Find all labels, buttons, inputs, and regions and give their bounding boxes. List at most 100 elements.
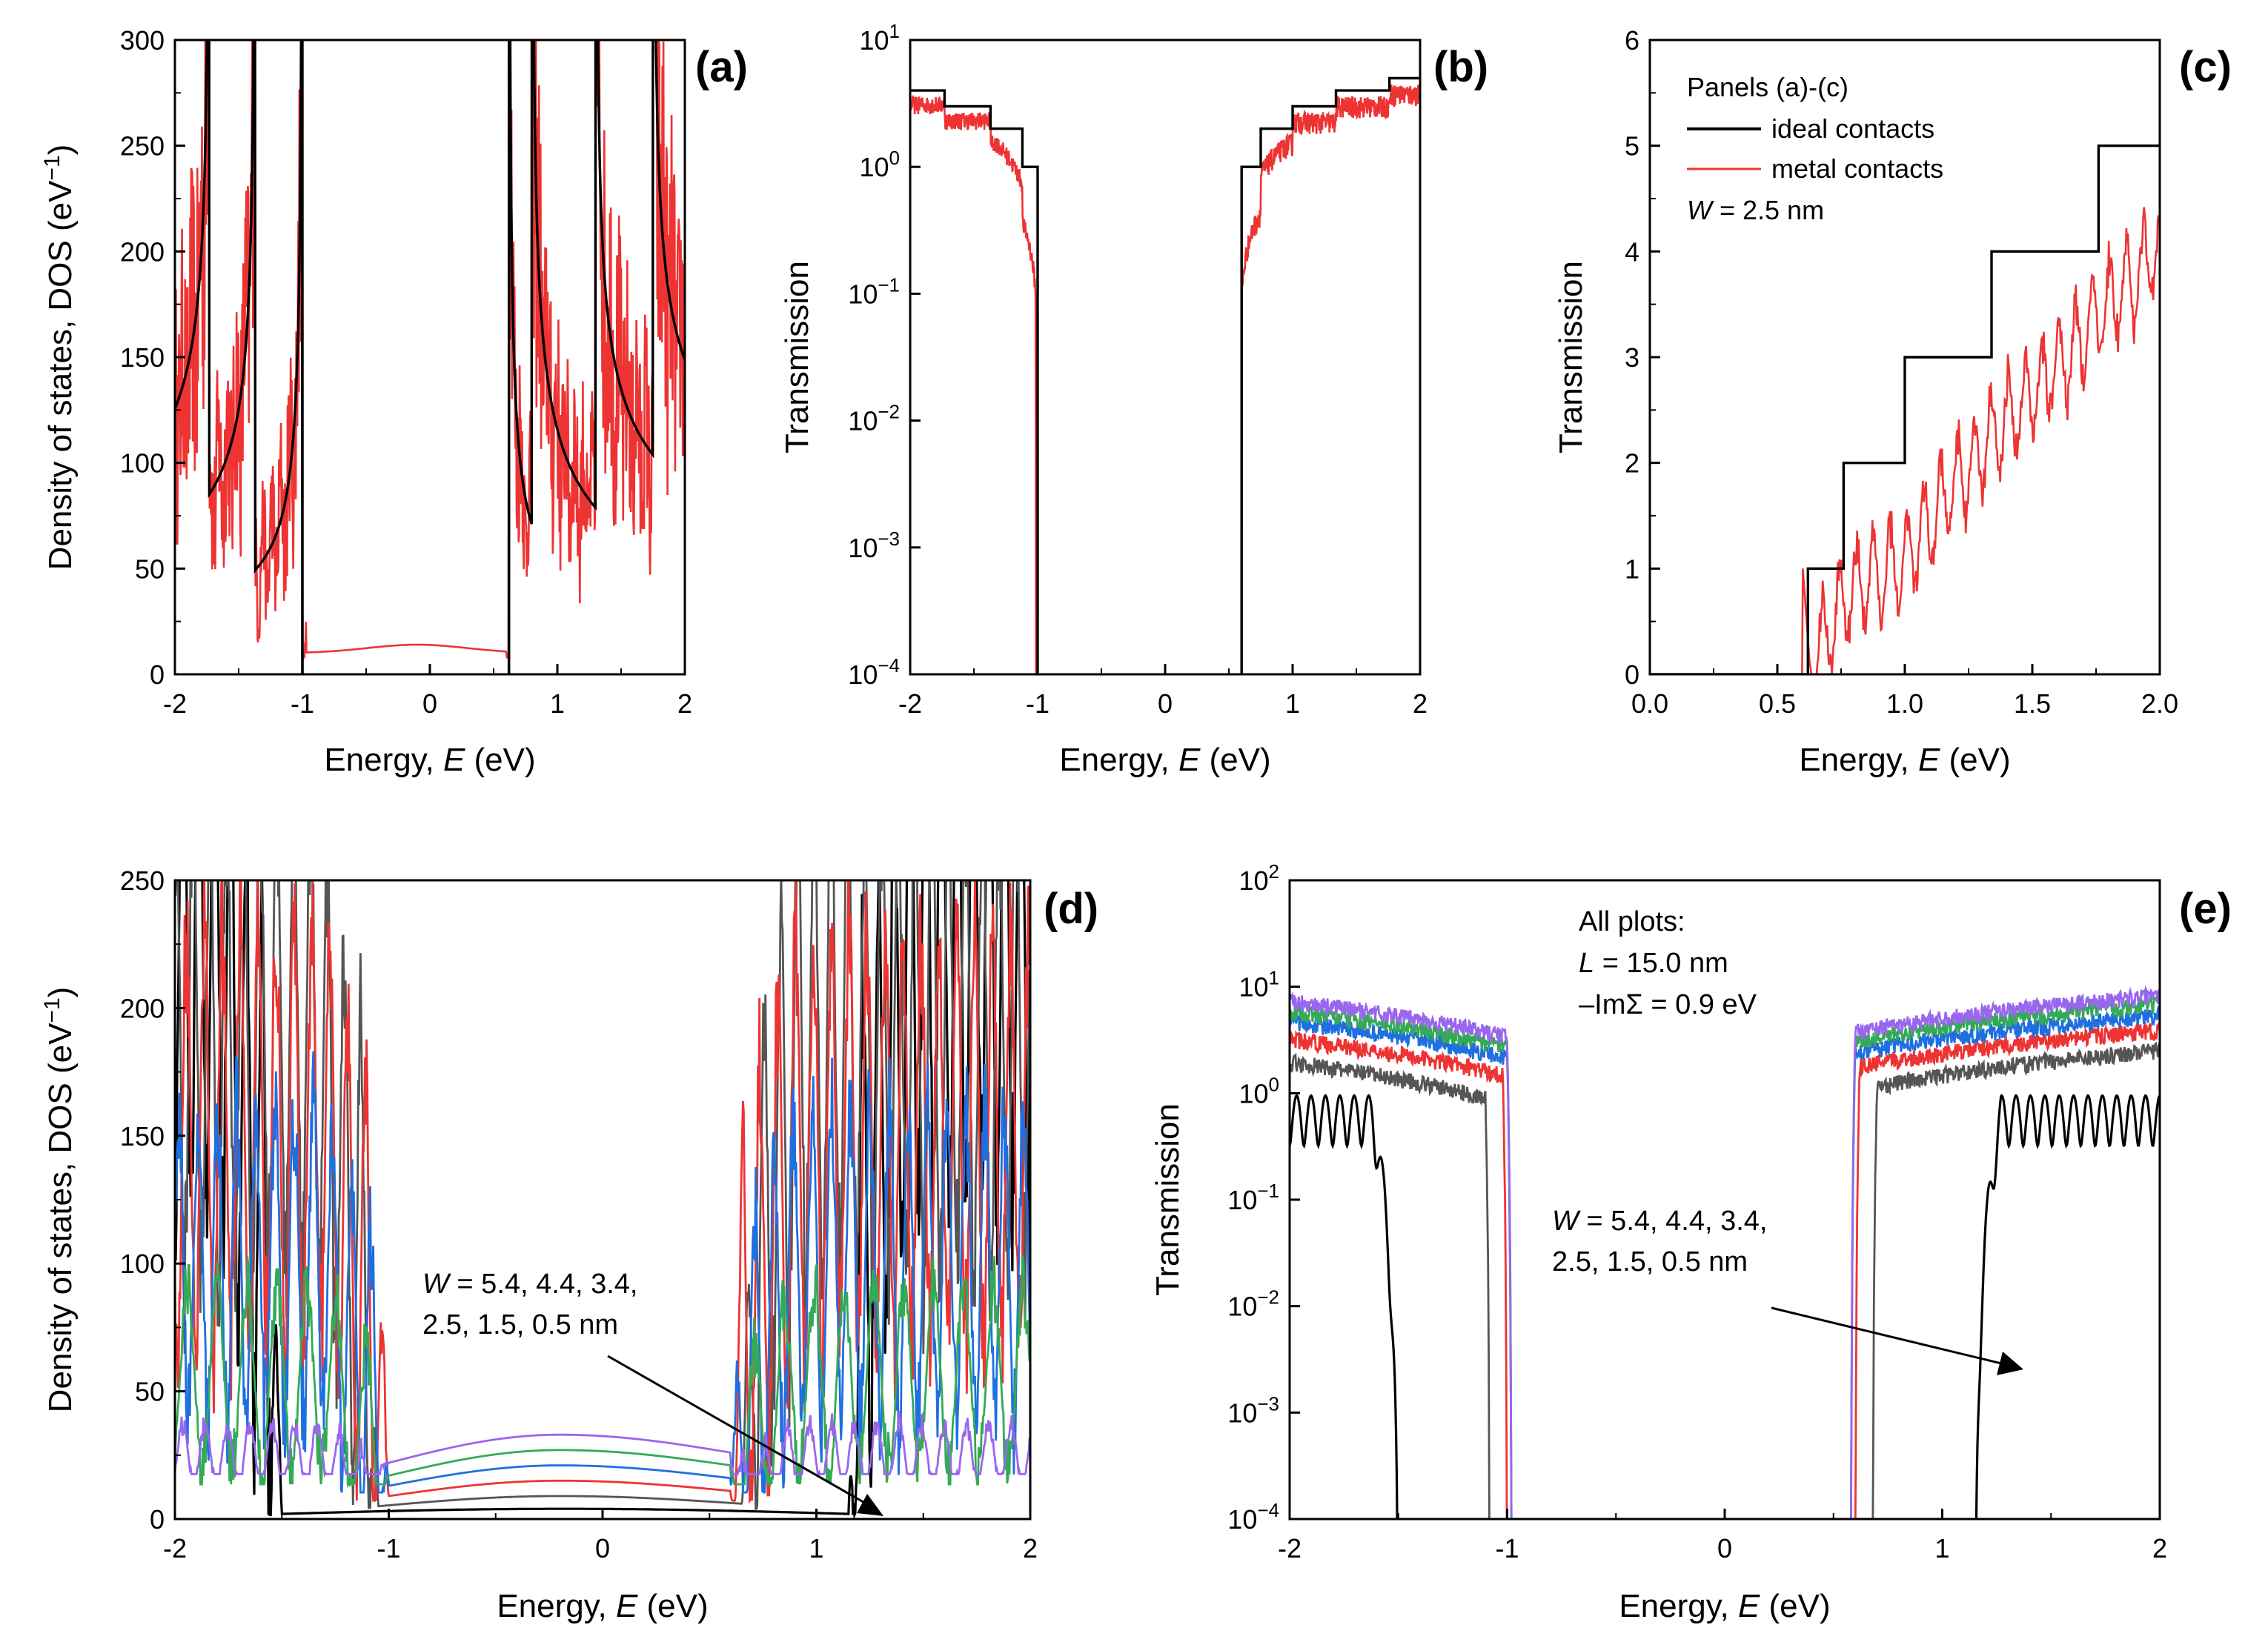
y-tick-label: 50 (135, 1377, 165, 1407)
panel-d-arrow-head (857, 1494, 883, 1516)
y-tick-label: 101 (859, 20, 900, 56)
legend-title: Panels (a)-(c) (1687, 72, 1848, 102)
y-tick-label: 0 (150, 659, 165, 690)
panel-e-annotation-arrow (1771, 1306, 2002, 1365)
y-tick-label: 3 (1625, 342, 1639, 373)
y-tick-label: 200 (120, 993, 165, 1023)
panel-e-label: (e) (2179, 885, 2232, 933)
panel-a-plot-area (175, 40, 685, 674)
y-tick-label: 150 (120, 342, 165, 373)
x-tick-label: 1.5 (2014, 688, 2051, 719)
series-w-1-5-nm (1871, 1041, 2160, 1519)
x-tick-label: -2 (1278, 1533, 1302, 1563)
series-w-5-4-nm (175, 1409, 1030, 1478)
panel-e-info-line1: All plots: (1579, 906, 1685, 937)
x-tick-label: 0.5 (1759, 688, 1796, 719)
series-w-3-4-nm (1850, 1004, 2160, 1519)
panel-d-annotation-bg (420, 1260, 661, 1349)
y-tick-label: 10−3 (1227, 1392, 1279, 1428)
x-tick-label: 1 (809, 1533, 823, 1563)
panel-e-info-line3: –ImΣ = 0.9 eV (1579, 989, 1757, 1020)
series-w-0-5-nm (1290, 1094, 1399, 1519)
y-tick-label: 200 (120, 236, 165, 267)
x-tick-label: 1.0 (1886, 688, 1923, 719)
panel-a-xlabel: Energy, E (eV) (324, 742, 535, 778)
panel-e-plot-area (1290, 985, 2160, 1519)
x-tick-label: 2 (2152, 1533, 2167, 1563)
legend-metal-label: metal contacts (1771, 153, 1943, 184)
panel-e-info: All plots: L = 15.0 nm –ImΣ = 0.9 eV (1579, 906, 1757, 1020)
y-tick-label: 10−2 (1227, 1286, 1279, 1322)
y-tick-label: 10−4 (1227, 1499, 1279, 1535)
panel-e-arrow-head (1997, 1352, 2023, 1375)
panel-d-annotation-arrow (607, 1355, 868, 1506)
x-tick-label: 1 (550, 688, 565, 719)
series-w-3-4-nm (175, 1051, 1030, 1494)
panel-d-xlabel: Energy, E (eV) (497, 1588, 708, 1624)
y-tick-label: 50 (135, 554, 165, 584)
series-w-0-5-nm (1974, 1094, 2160, 1519)
x-tick-label: 0 (1158, 688, 1173, 719)
series-ideal-contacts (1650, 144, 2160, 674)
panel-e-info-line2: L = 15.0 nm (1579, 948, 1728, 979)
x-tick-label: 0 (422, 688, 437, 719)
series-w-5-4-nm (1849, 985, 2160, 1519)
panel-e-ylabel: Transmission (1150, 1103, 1186, 1296)
panel-c-label: (c) (2179, 43, 2232, 91)
legend-ideal-label: ideal contacts (1771, 113, 1934, 144)
y-tick-label: 4 (1625, 236, 1639, 267)
y-tick-label: 10−3 (848, 528, 900, 563)
y-tick-label: 100 (120, 448, 165, 479)
panel-d-annotation: W = 5.4, 4.4, 3.4, 2.5, 1.5, 0.5 nm (420, 1260, 883, 1516)
series-ideal-contacts (1240, 76, 1420, 674)
panel-e-annotation-bg (1549, 1197, 1794, 1286)
y-tick-label: 6 (1625, 25, 1639, 56)
x-tick-label: -1 (291, 688, 314, 719)
panel-d-annotation-line2: 2.5, 1.5, 0.5 nm (422, 1309, 618, 1340)
series-w-4-4-nm (175, 1255, 1030, 1489)
x-tick-label: 0.0 (1631, 688, 1668, 719)
series-metal-contacts (910, 94, 1038, 674)
x-tick-label: -2 (163, 688, 187, 719)
y-tick-label: 5 (1625, 131, 1639, 162)
panel-c-xlabel: Energy, E (eV) (1799, 742, 2010, 778)
y-tick-label: 10−1 (848, 273, 900, 309)
x-tick-label: -2 (898, 688, 922, 719)
panel-d-ticks: -2 -1 0 1 2 0 50 100 150 200 250 (120, 865, 1038, 1563)
panel-e: -2 -1 0 1 2 10−4 10−3 10−2 10−1 100 101 102 (e) Ene… (1150, 860, 2232, 1624)
x-tick-label: -1 (377, 1533, 400, 1563)
y-tick-label: 250 (120, 131, 165, 162)
panel-b-frame (909, 39, 1422, 676)
panel-d-ylabel: Density of states, DOS (eV−1) (40, 987, 79, 1413)
series-w-2-5-nm (1290, 1029, 1508, 1519)
panel-c: 0.0 0.5 1.0 1.5 2.0 0 1 2 3 4 5 6 (c) Energy, E (eV… (1553, 25, 2232, 778)
x-tick-label: 2 (677, 688, 692, 719)
series-w-1-5-nm (1290, 1052, 1491, 1519)
x-tick-label: 0 (1717, 1533, 1732, 1563)
series-ideal-contacts (910, 89, 1039, 674)
y-tick-label: 101 (1239, 967, 1279, 1003)
y-tick-label: 150 (120, 1121, 165, 1152)
y-tick-label: 1 (1625, 554, 1639, 584)
x-tick-label: -1 (1026, 688, 1050, 719)
series-w-2-5-nm (1854, 1021, 2160, 1519)
panel-d: -2 -1 0 1 2 0 50 100 150 200 250 (d) Energy, E (eV… (40, 865, 1098, 1624)
y-tick-label: 2 (1625, 448, 1639, 479)
panel-e-xlabel: Energy, E (eV) (1619, 1588, 1830, 1624)
panel-b-plot-area (910, 76, 1420, 674)
y-tick-label: 250 (120, 865, 165, 896)
panel-a-ylabel: Density of states, DOS (eV−1) (40, 144, 79, 571)
panel-b-label: (b) (1433, 43, 1488, 91)
x-tick-label: 2.0 (2141, 688, 2178, 719)
panel-e-ticks: -2 -1 0 1 2 10−4 10−3 10−2 10−1 100 101 102 (1227, 860, 2167, 1563)
series-metal-contacts (1650, 207, 2160, 674)
panel-d-label: (d) (1044, 885, 1098, 933)
panel-b-ticks: -2 -1 0 1 2 10−4 10−3 10−2 10−1 100 101 (848, 20, 1428, 719)
panel-d-plot-area (175, 880, 1030, 1519)
panel-e-annotation: W = 5.4, 4.4, 3.4, 2.5, 1.5, 0.5 nm (1549, 1197, 2023, 1375)
series-ideal-contacts (175, 40, 304, 674)
x-tick-label: 1 (1934, 1533, 1949, 1563)
x-tick-label: 1 (1285, 688, 1300, 719)
panel-a: -2 -1 0 1 2 0 50 100 150 200 250 300 (a) Energy, E … (40, 25, 748, 778)
